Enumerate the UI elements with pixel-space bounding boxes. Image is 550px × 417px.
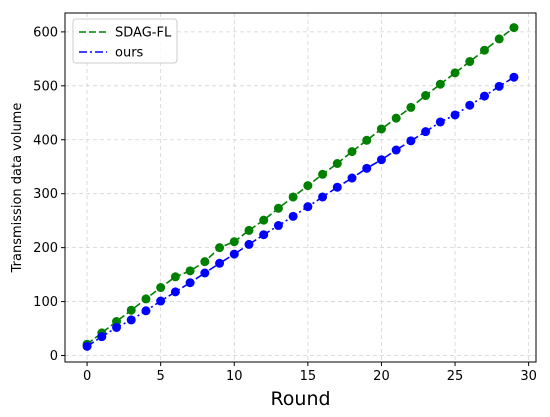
data-point xyxy=(376,124,386,134)
data-point xyxy=(494,81,504,91)
data-point xyxy=(185,266,195,276)
data-point xyxy=(273,203,283,213)
x-tick-label: 10 xyxy=(226,369,243,384)
data-point xyxy=(156,296,166,306)
y-tick-label: 500 xyxy=(33,79,58,94)
y-tick-label: 200 xyxy=(33,241,58,256)
data-point xyxy=(509,23,519,33)
data-point xyxy=(170,272,180,282)
data-point xyxy=(465,57,475,67)
x-tick-label: 25 xyxy=(447,369,464,384)
data-point xyxy=(303,202,313,212)
data-point xyxy=(465,100,475,110)
data-point xyxy=(112,322,122,332)
x-tick-label: 30 xyxy=(520,369,537,384)
data-point xyxy=(347,147,357,157)
data-point xyxy=(435,79,445,89)
data-point xyxy=(126,315,136,325)
x-tick-label: 15 xyxy=(300,369,317,384)
data-point xyxy=(479,91,489,101)
legend-label-sdag-fl: SDAG-FL xyxy=(115,26,172,41)
data-point xyxy=(126,305,136,315)
series-layer xyxy=(82,23,519,351)
data-point xyxy=(273,221,283,231)
data-point xyxy=(200,268,210,278)
x-axis-label: Round xyxy=(270,388,330,410)
plot-frame xyxy=(64,12,537,363)
data-point xyxy=(318,192,328,202)
data-point xyxy=(259,215,269,225)
data-point xyxy=(391,145,401,155)
data-point xyxy=(229,237,239,247)
data-point xyxy=(509,72,519,82)
data-point xyxy=(318,169,328,179)
data-point xyxy=(362,135,372,145)
y-tick-label: 600 xyxy=(33,25,58,40)
series-line-1 xyxy=(86,76,515,348)
data-point xyxy=(170,287,180,297)
data-point xyxy=(156,283,166,293)
data-point xyxy=(479,45,489,55)
data-point xyxy=(376,155,386,165)
series-line-0 xyxy=(86,26,515,345)
data-point xyxy=(332,182,342,192)
data-point xyxy=(288,211,298,221)
data-point xyxy=(185,278,195,288)
data-point xyxy=(362,163,372,173)
data-point xyxy=(244,239,254,249)
data-point xyxy=(450,110,460,120)
data-point xyxy=(450,68,460,78)
data-point xyxy=(391,113,401,123)
data-point xyxy=(215,243,225,253)
y-axis-label: Transmission data volume xyxy=(10,103,25,274)
data-point xyxy=(141,294,151,304)
x-tick-label: 20 xyxy=(373,369,390,384)
data-point xyxy=(421,91,431,101)
y-tick-label: 100 xyxy=(33,295,58,310)
data-point xyxy=(244,225,254,235)
data-point xyxy=(347,173,357,183)
data-point xyxy=(406,136,416,146)
data-point xyxy=(494,34,504,44)
data-point xyxy=(435,117,445,127)
data-point xyxy=(82,341,92,351)
data-point xyxy=(288,192,298,202)
data-point xyxy=(421,127,431,137)
data-point xyxy=(97,332,107,342)
data-point xyxy=(303,181,313,191)
x-tick-label: 5 xyxy=(157,369,165,384)
y-tick-label: 300 xyxy=(33,187,58,202)
data-point xyxy=(215,258,225,268)
data-point xyxy=(332,158,342,168)
data-point xyxy=(200,257,210,267)
data-point xyxy=(141,306,151,316)
y-tick-label: 400 xyxy=(33,133,58,148)
x-tick-label: 0 xyxy=(83,369,91,384)
data-point xyxy=(259,230,269,240)
legend: SDAG-FL ours xyxy=(72,18,178,64)
data-point xyxy=(229,249,239,259)
legend-label-ours: ours xyxy=(115,46,144,61)
y-tick-label: 0 xyxy=(50,349,58,364)
data-point xyxy=(406,102,416,112)
